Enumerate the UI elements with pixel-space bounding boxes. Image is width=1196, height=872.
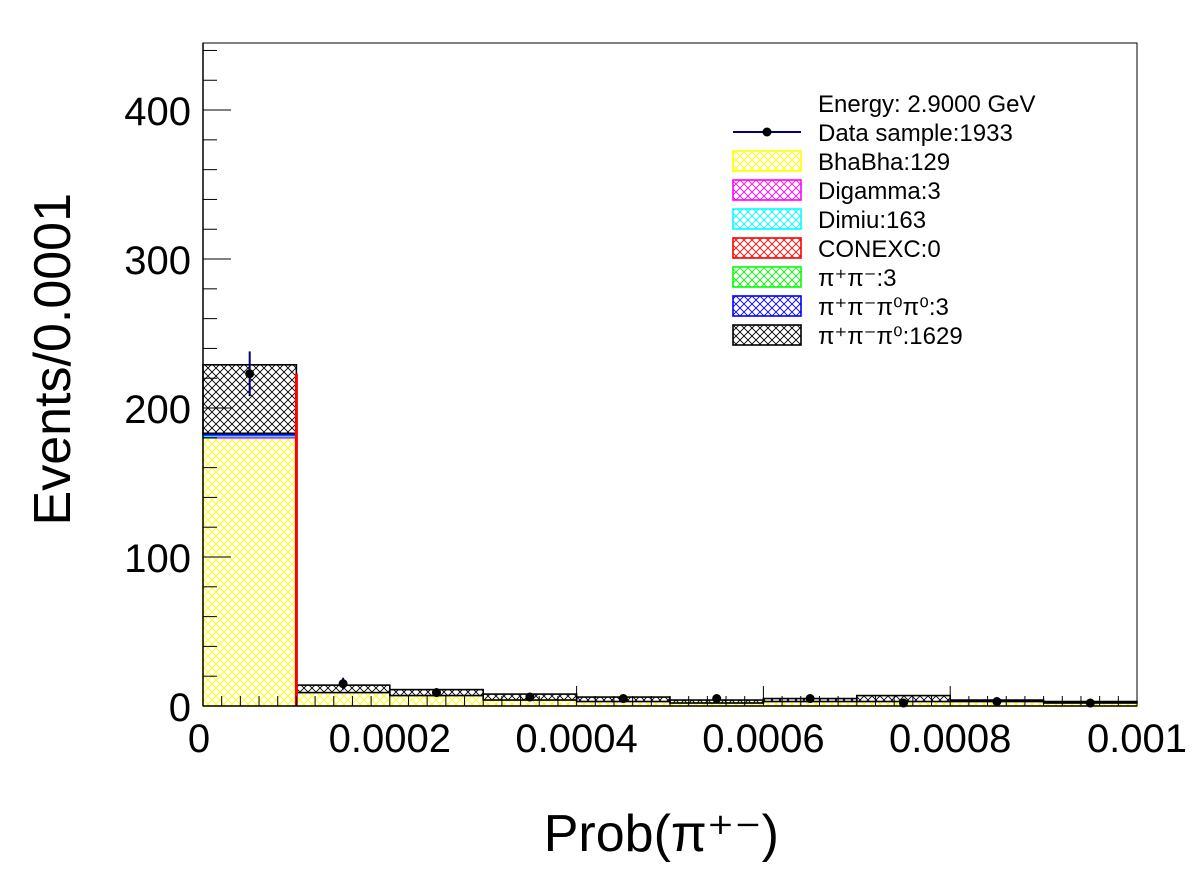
y-tick-label: 100 <box>124 537 191 581</box>
bar-bhabha-2 <box>388 694 484 707</box>
legend-data-label: Data sample:1933 <box>818 120 1013 147</box>
legend-swatch-pipipi0pi0 <box>732 295 802 317</box>
legend-swatch-digamma <box>732 179 802 201</box>
y-tick-label: 400 <box>124 90 191 134</box>
legend-swatch-dimiu <box>732 208 802 230</box>
data-point-8 <box>992 697 1002 707</box>
legend-swatch-pipi <box>732 266 802 288</box>
x-tick-label: 0.0006 <box>702 717 824 761</box>
legend-label-bhabha: BhaBha:129 <box>818 149 950 176</box>
data-point-1 <box>338 679 348 689</box>
legend-label-digamma: Digamma:3 <box>818 178 941 205</box>
legend-label-pipipi0pi0: π⁺π⁻π⁰π⁰:3 <box>818 294 949 321</box>
legend-label-pipipi0: π⁺π⁻π⁰:1629 <box>818 323 963 350</box>
legend: Energy: 2.9000 GeV Data sample:1933 BhaB… <box>732 91 1035 350</box>
legend-label-dimiu: Dimiu:163 <box>818 207 926 234</box>
x-tick-label: 0 <box>188 717 210 761</box>
y-tick-label: 300 <box>124 239 191 283</box>
bar-bhabha-0 <box>202 437 298 707</box>
x-axis-title: Prob(π⁺⁻) <box>544 805 779 863</box>
x-tick-label: 0.0008 <box>889 717 1011 761</box>
legend-swatch-pipipi0 <box>732 324 802 346</box>
data-point-6 <box>805 694 815 704</box>
y-axis-title: Events/0.0001 <box>24 193 82 525</box>
x-tick-label: 0.001 <box>1087 717 1187 761</box>
data-point-3 <box>525 692 535 702</box>
data-point-0 <box>245 369 255 379</box>
data-point-2 <box>432 688 441 698</box>
y-tick-label: 200 <box>124 388 191 432</box>
y-axis: 0 100 200 300 400 <box>124 43 231 730</box>
legend-header: Energy: 2.9000 GeV <box>818 91 1035 118</box>
legend-swatch-bhabha <box>732 150 802 172</box>
data-point-4 <box>618 694 628 704</box>
x-tick-label: 0.0002 <box>329 717 451 761</box>
y-tick-label: 0 <box>169 686 191 730</box>
legend-label-conexc: CONEXC:0 <box>818 236 941 263</box>
legend-data-marker <box>762 127 772 137</box>
bar-bhabha-1 <box>295 691 391 707</box>
x-tick-label: 0.0004 <box>515 717 637 761</box>
x-axis: 0 0.0002 0.0004 0.0006 0.0008 0.001 <box>188 686 1187 761</box>
data-point-5 <box>712 694 722 704</box>
legend-swatch-conexc <box>732 237 802 259</box>
legend-label-pipi: π⁺π⁻:3 <box>818 265 896 292</box>
